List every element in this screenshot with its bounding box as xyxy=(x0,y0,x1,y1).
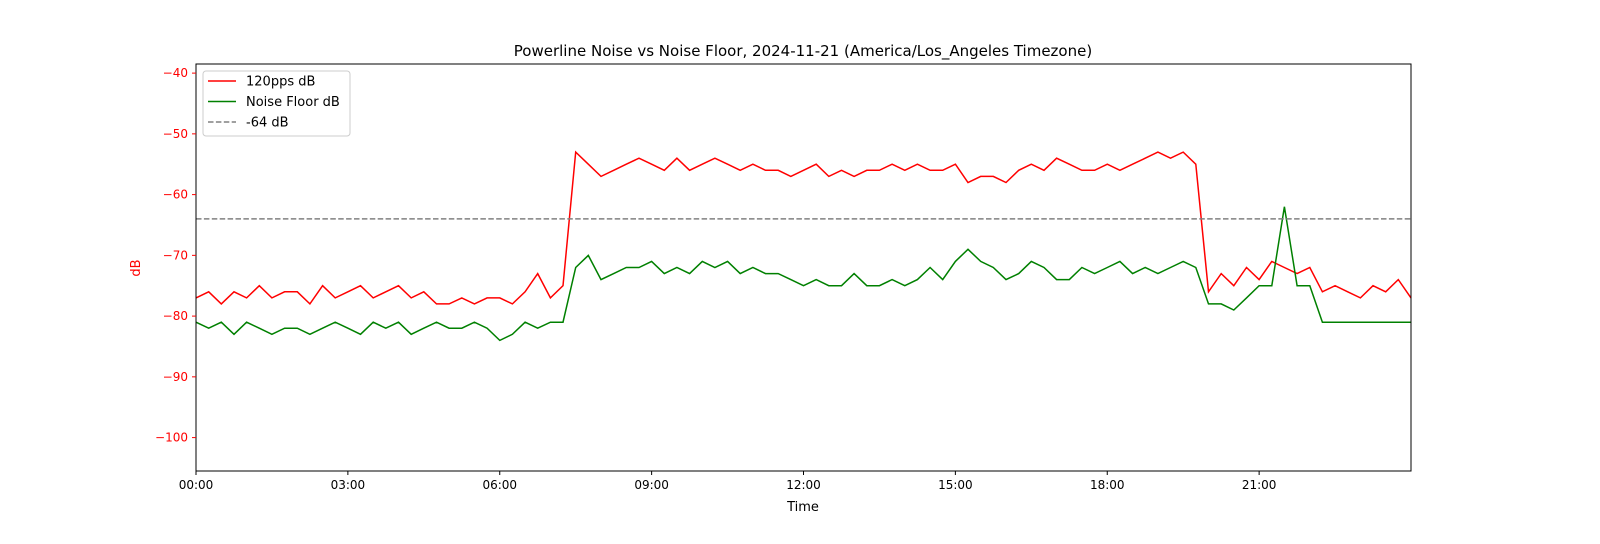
x-tick-label: 09:00 xyxy=(634,478,669,492)
legend-label: -64 dB xyxy=(246,116,289,131)
x-tick-label: 03:00 xyxy=(331,478,366,492)
y-tick-label: −90 xyxy=(163,370,188,384)
x-tick-label: 21:00 xyxy=(1242,478,1277,492)
x-tick-label: 06:00 xyxy=(482,478,517,492)
y-tick-label: −80 xyxy=(163,309,188,323)
x-tick-label: 12:00 xyxy=(786,478,821,492)
legend-box xyxy=(202,70,351,137)
y-tick-label: −50 xyxy=(163,127,188,141)
series-line-0 xyxy=(195,150,1412,306)
chart-title: Powerline Noise vs Noise Floor, 2024-11-… xyxy=(514,42,1092,61)
series-line-1 xyxy=(195,206,1411,342)
y-tick-label: −70 xyxy=(163,248,188,262)
y-axis-label: dB xyxy=(129,259,144,276)
legend-label: 120pps dB xyxy=(246,75,315,90)
x-tick-label: 18:00 xyxy=(1090,478,1125,492)
x-tick-label: 15:00 xyxy=(938,478,973,492)
x-tick-label: 00:00 xyxy=(179,478,214,492)
y-tick-label: −40 xyxy=(163,66,188,80)
y-tick-label: −60 xyxy=(163,188,188,202)
x-axis-label: Time xyxy=(786,500,819,515)
plot-frame xyxy=(195,63,1412,472)
legend-label: Noise Floor dB xyxy=(246,95,340,110)
legend: 120pps dB Noise Floor dB -64 dB xyxy=(202,70,351,137)
y-tick-label: −100 xyxy=(155,431,188,445)
